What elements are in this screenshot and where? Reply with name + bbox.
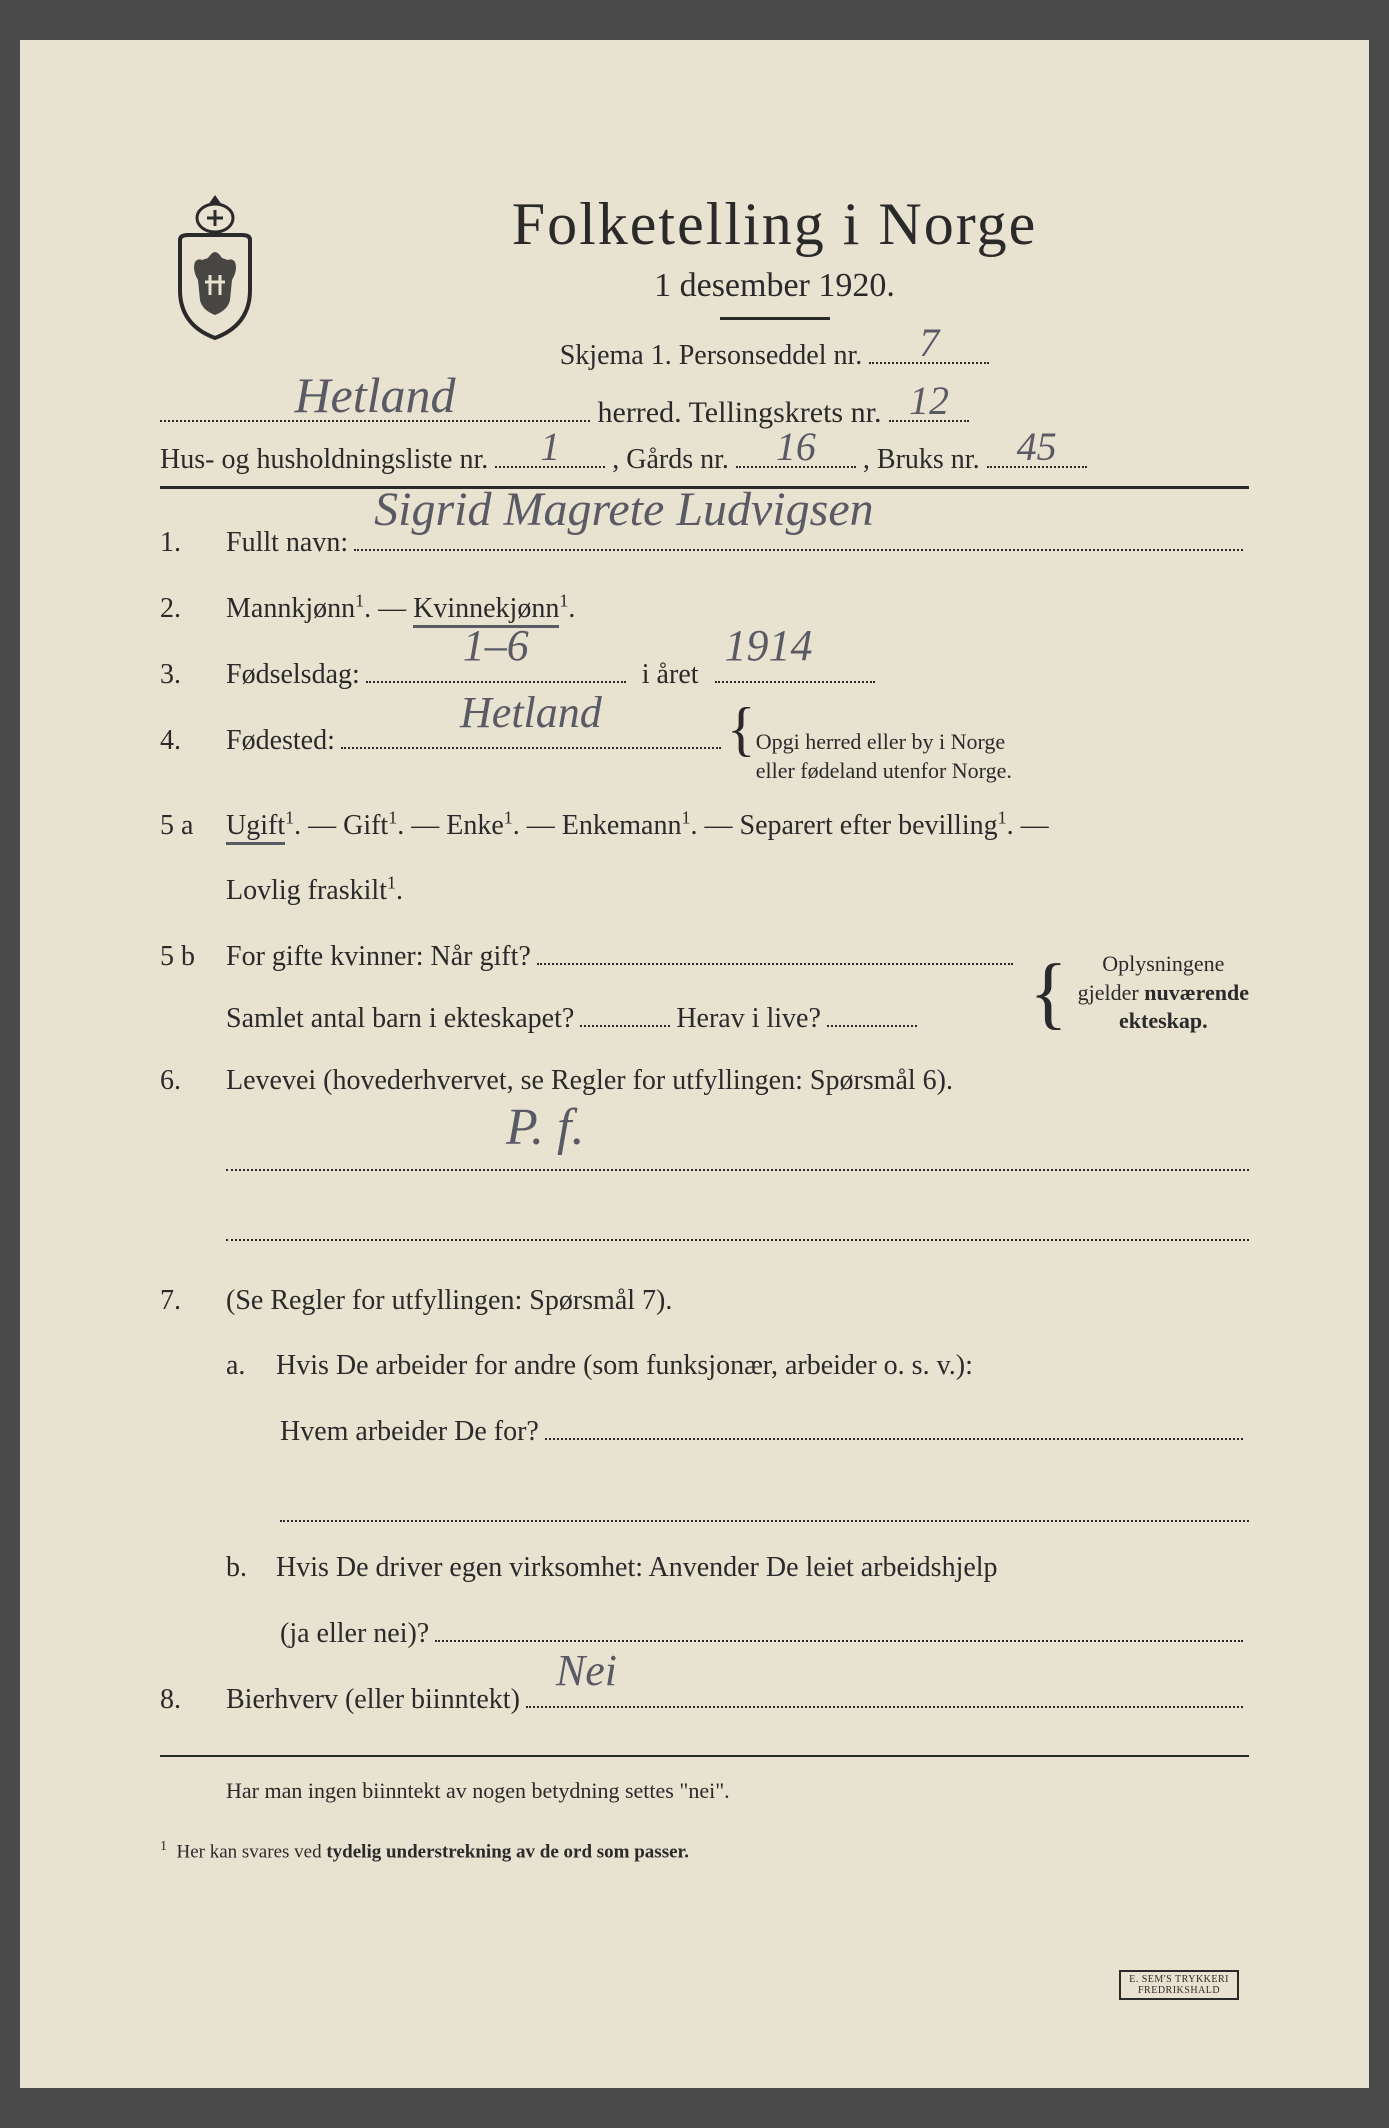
tellingskrets-value: 12 [909,377,949,424]
q5b-note: Oplysningene gjelder nuværende ekteskap. [1078,950,1249,1036]
coat-of-arms-icon [160,190,270,340]
herred-label: herred. Tellingskrets nr. [598,396,882,429]
q7a-l2: Hvem arbeider De for? [280,1406,539,1458]
printer-stamp: E. SEM'S TRYKKERI FREDRIKSHALD [1119,1970,1239,2000]
title-divider [720,317,830,320]
q1-num: 1. [160,517,226,569]
q6-field2 [226,1191,1249,1241]
date-subtitle: 1 desember 1920. [300,267,1249,305]
brace-icon: { [1029,973,1067,1013]
q2-num: 2. [160,583,226,635]
q8-num: 8. [160,1674,226,1726]
q5b-barn-field [580,999,670,1027]
q4-label: Fødested: [226,715,335,767]
bruks-field: 45 [987,466,1087,468]
q5b-row2: Samlet antal barn i ekteskapet? Herav i … [226,993,1019,1045]
husliste-value: 1 [540,423,560,470]
q6-num: 6. [160,1055,226,1107]
q7a-row1: a. Hvis De arbeider for andre (som funks… [226,1340,1249,1392]
q5a-line2: Lovlig fraskilt1. [226,865,403,917]
q4-row: 4. Fødested: Hetland { Opgi herred eller… [160,714,1249,785]
q5a-num: 5 a [160,800,226,852]
q5a-options: Ugift1. — Gift1. — Enke1. — Enkemann1. —… [226,800,1049,852]
q7a-field2 [280,1472,1249,1522]
q7b-row1: b. Hvis De driver egen virksomhet: Anven… [226,1542,1249,1594]
herred-value: Hetland [294,366,455,424]
q6-row: 6. Levevei (hovederhvervet, se Regler fo… [160,1055,1249,1107]
skjema-label: Skjema 1. Personseddel nr. [560,340,863,371]
q5b-live-field [827,999,917,1027]
herred-field: Hetland [160,420,590,422]
q7a-l1: Hvis De arbeider for andre (som funksjon… [276,1340,973,1392]
main-title: Folketelling i Norge [300,190,1249,259]
tellingskrets-field: 12 [889,420,969,422]
herred-line: Hetland herred. Tellingskrets nr. 12 [160,396,1249,430]
q6-field: P. f. [226,1121,1249,1171]
q3-year-value: 1914 [725,605,813,686]
q4-num: 4. [160,715,226,767]
q1-label: Fullt navn: [226,517,348,569]
form-body: 1. Fullt navn: Sigrid Magrete Ludvigsen … [160,517,1249,1870]
q5b-l1: For gifte kvinner: Når gift? [226,931,531,983]
personseddel-value: 7 [919,319,939,366]
bruks-label: , Bruks nr. [863,444,980,475]
q3-label: Fødselsdag: [226,649,360,701]
q2-row: 2. Mannkjønn1. — Kvinnekjønn1. [160,583,1249,635]
q7b-l2: (ja eller nei)? [280,1608,429,1660]
q1-field: Sigrid Magrete Ludvigsen [354,523,1243,551]
q3-num: 3. [160,649,226,701]
brace-icon: { [727,714,756,744]
q7-label: (Se Regler for utfyllingen: Spørsmål 7). [226,1275,672,1327]
q5a-row: 5 a Ugift1. — Gift1. — Enke1. — Enkemann… [160,800,1249,852]
q7b-l1: Hvis De driver egen virksomhet: Anvender… [276,1542,998,1594]
q5b-row1: 5 b For gifte kvinner: Når gift? [160,931,1019,983]
q5b-l2a: Samlet antal barn i ekteskapet? [226,993,574,1045]
q5b-l2b: Herav i live? [676,993,821,1045]
q6-label: Levevei (hovederhvervet, se Regler for u… [226,1055,953,1107]
footer-hint: Har man ingen biinntekt av nogen betydni… [226,1771,1249,1812]
q8-value: Nei [556,1630,617,1711]
q5a-row2: Lovlig fraskilt1. [226,865,1249,917]
personseddel-field: 7 [869,362,989,364]
bruks-value: 45 [1017,423,1057,470]
q5a-selected: Ugift [226,810,285,845]
q4-field: Hetland [341,721,721,749]
q7b-num: b. [226,1542,276,1594]
q3-row: 3. Fødselsdag: 1–6 i året 1914 [160,649,1249,701]
q8-label: Bierhverv (eller biinntekt) [226,1674,520,1726]
footnote: 1 Her kan svares ved tydelig understrekn… [160,1834,1249,1869]
q7-row: 7. (Se Regler for utfyllingen: Spørsmål … [160,1275,1249,1327]
q7-num: 7. [160,1275,226,1327]
footer-rule [160,1755,1249,1757]
q4-value: Hetland [460,672,602,753]
q5b-num: 5 b [160,931,226,983]
q3-mid: i året [642,649,699,701]
q6-value: P. f. [506,1080,585,1176]
q5b-gift-field [537,937,1013,965]
q1-value: Sigrid Magrete Ludvigsen [374,466,874,555]
title-block: Folketelling i Norge 1 desember 1920. Sk… [300,190,1249,386]
census-form-page: Folketelling i Norge 1 desember 1920. Sk… [20,40,1369,2088]
header: Folketelling i Norge 1 desember 1920. Sk… [160,190,1249,386]
q7a-num: a. [226,1340,276,1392]
q3-year-field: 1914 [715,655,875,683]
q4-note: Opgi herred eller by i Norge eller fødel… [756,728,1012,785]
q7a-field [545,1412,1243,1440]
q8-row: 8. Bierhverv (eller biinntekt) Nei [160,1674,1249,1726]
q7a-row2: Hvem arbeider De for? [280,1406,1249,1458]
gards-value: 16 [776,423,816,470]
q1-row: 1. Fullt navn: Sigrid Magrete Ludvigsen [160,517,1249,569]
q7b-row2: (ja eller nei)? [280,1608,1249,1660]
q8-field: Nei [526,1680,1243,1708]
q5b-block: 5 b For gifte kvinner: Når gift? Samlet … [160,931,1249,1055]
